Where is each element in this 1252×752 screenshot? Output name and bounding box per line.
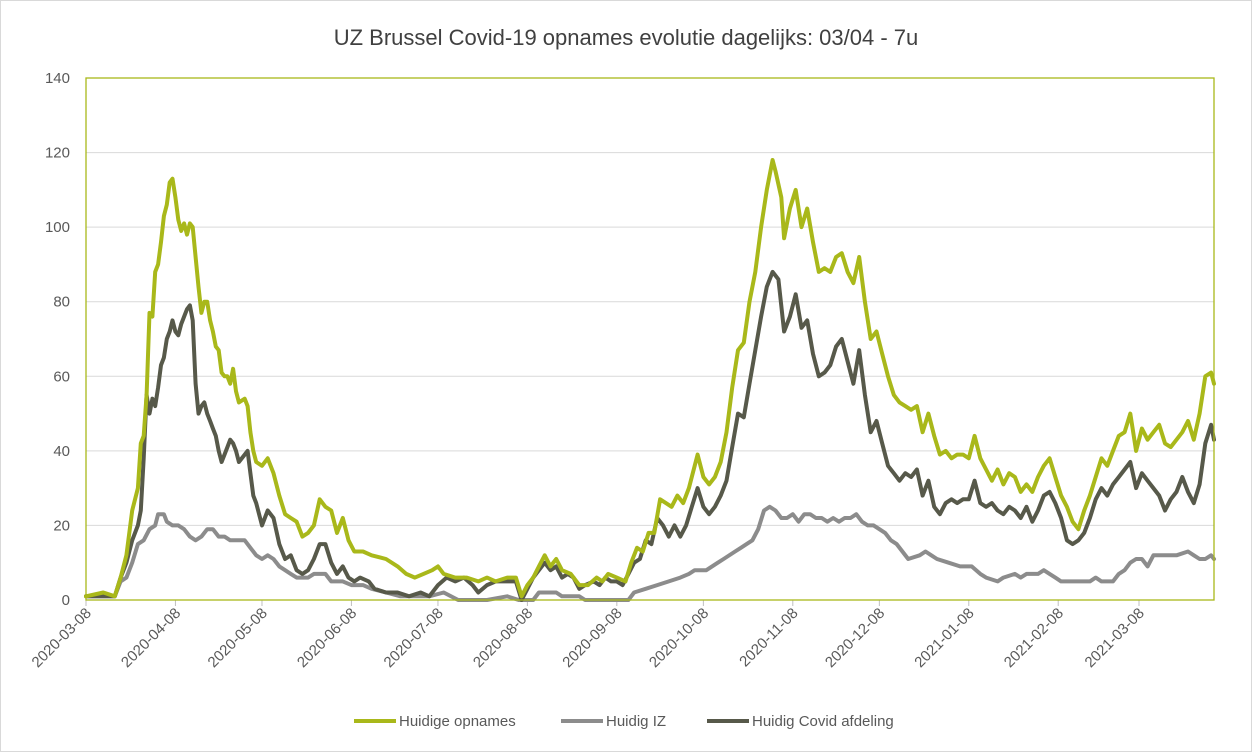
legend: Huidige opnames Huidig IZ Huidig Covid afd… bbox=[354, 713, 894, 730]
series-line-2 bbox=[84, 504, 1216, 602]
legend-label-3: Huidig Covid afdeling bbox=[752, 713, 894, 730]
y-tick-label: 0 bbox=[62, 592, 70, 609]
x-tick-label: 2020-06-08 bbox=[294, 605, 360, 671]
y-axis-ticks: 0 20 40 60 80 100 120 140 bbox=[45, 70, 70, 609]
x-tick-label: 2020-10-08 bbox=[646, 605, 712, 671]
x-tick-label: 2020-08-08 bbox=[470, 605, 536, 671]
chart-title: UZ Brussel Covid-19 opnames evolutie dag… bbox=[334, 25, 919, 50]
legend-label-2: Huidig IZ bbox=[606, 713, 666, 730]
x-tick-label: 2020-11-08 bbox=[736, 605, 801, 670]
y-tick-label: 20 bbox=[53, 517, 70, 534]
y-tick-label: 140 bbox=[45, 70, 70, 87]
x-tick-label: 2021-01-08 bbox=[911, 605, 977, 671]
y-tick-label: 60 bbox=[53, 368, 70, 385]
x-tick-label: 2020-07-08 bbox=[381, 605, 447, 671]
x-tick-label: 2020-05-08 bbox=[205, 605, 271, 671]
x-tick-label: 2020-09-08 bbox=[559, 605, 625, 671]
series-line-1 bbox=[84, 158, 1216, 599]
grid-lines bbox=[86, 152, 1214, 526]
x-tick-label: 2020-04-08 bbox=[118, 605, 184, 671]
x-axis-ticks: 2020-03-08 2020-04-08 2020-05-08 2020-06-08… bbox=[29, 600, 1148, 671]
legend-label-1: Huidige opnames bbox=[399, 713, 516, 730]
y-tick-label: 40 bbox=[53, 443, 70, 460]
plot-area-border bbox=[85, 77, 1215, 601]
x-tick-label: 2021-02-08 bbox=[1001, 605, 1067, 671]
x-tick-label: 2020-03-08 bbox=[29, 605, 95, 671]
y-tick-label: 80 bbox=[53, 294, 70, 311]
x-tick-label: 2020-12-08 bbox=[822, 605, 888, 671]
y-tick-label: 100 bbox=[45, 219, 70, 236]
x-tick-label: 2021-03-08 bbox=[1082, 605, 1148, 671]
series-lines bbox=[84, 158, 1216, 602]
series-line-3 bbox=[84, 269, 1216, 602]
y-tick-label: 120 bbox=[45, 145, 70, 162]
